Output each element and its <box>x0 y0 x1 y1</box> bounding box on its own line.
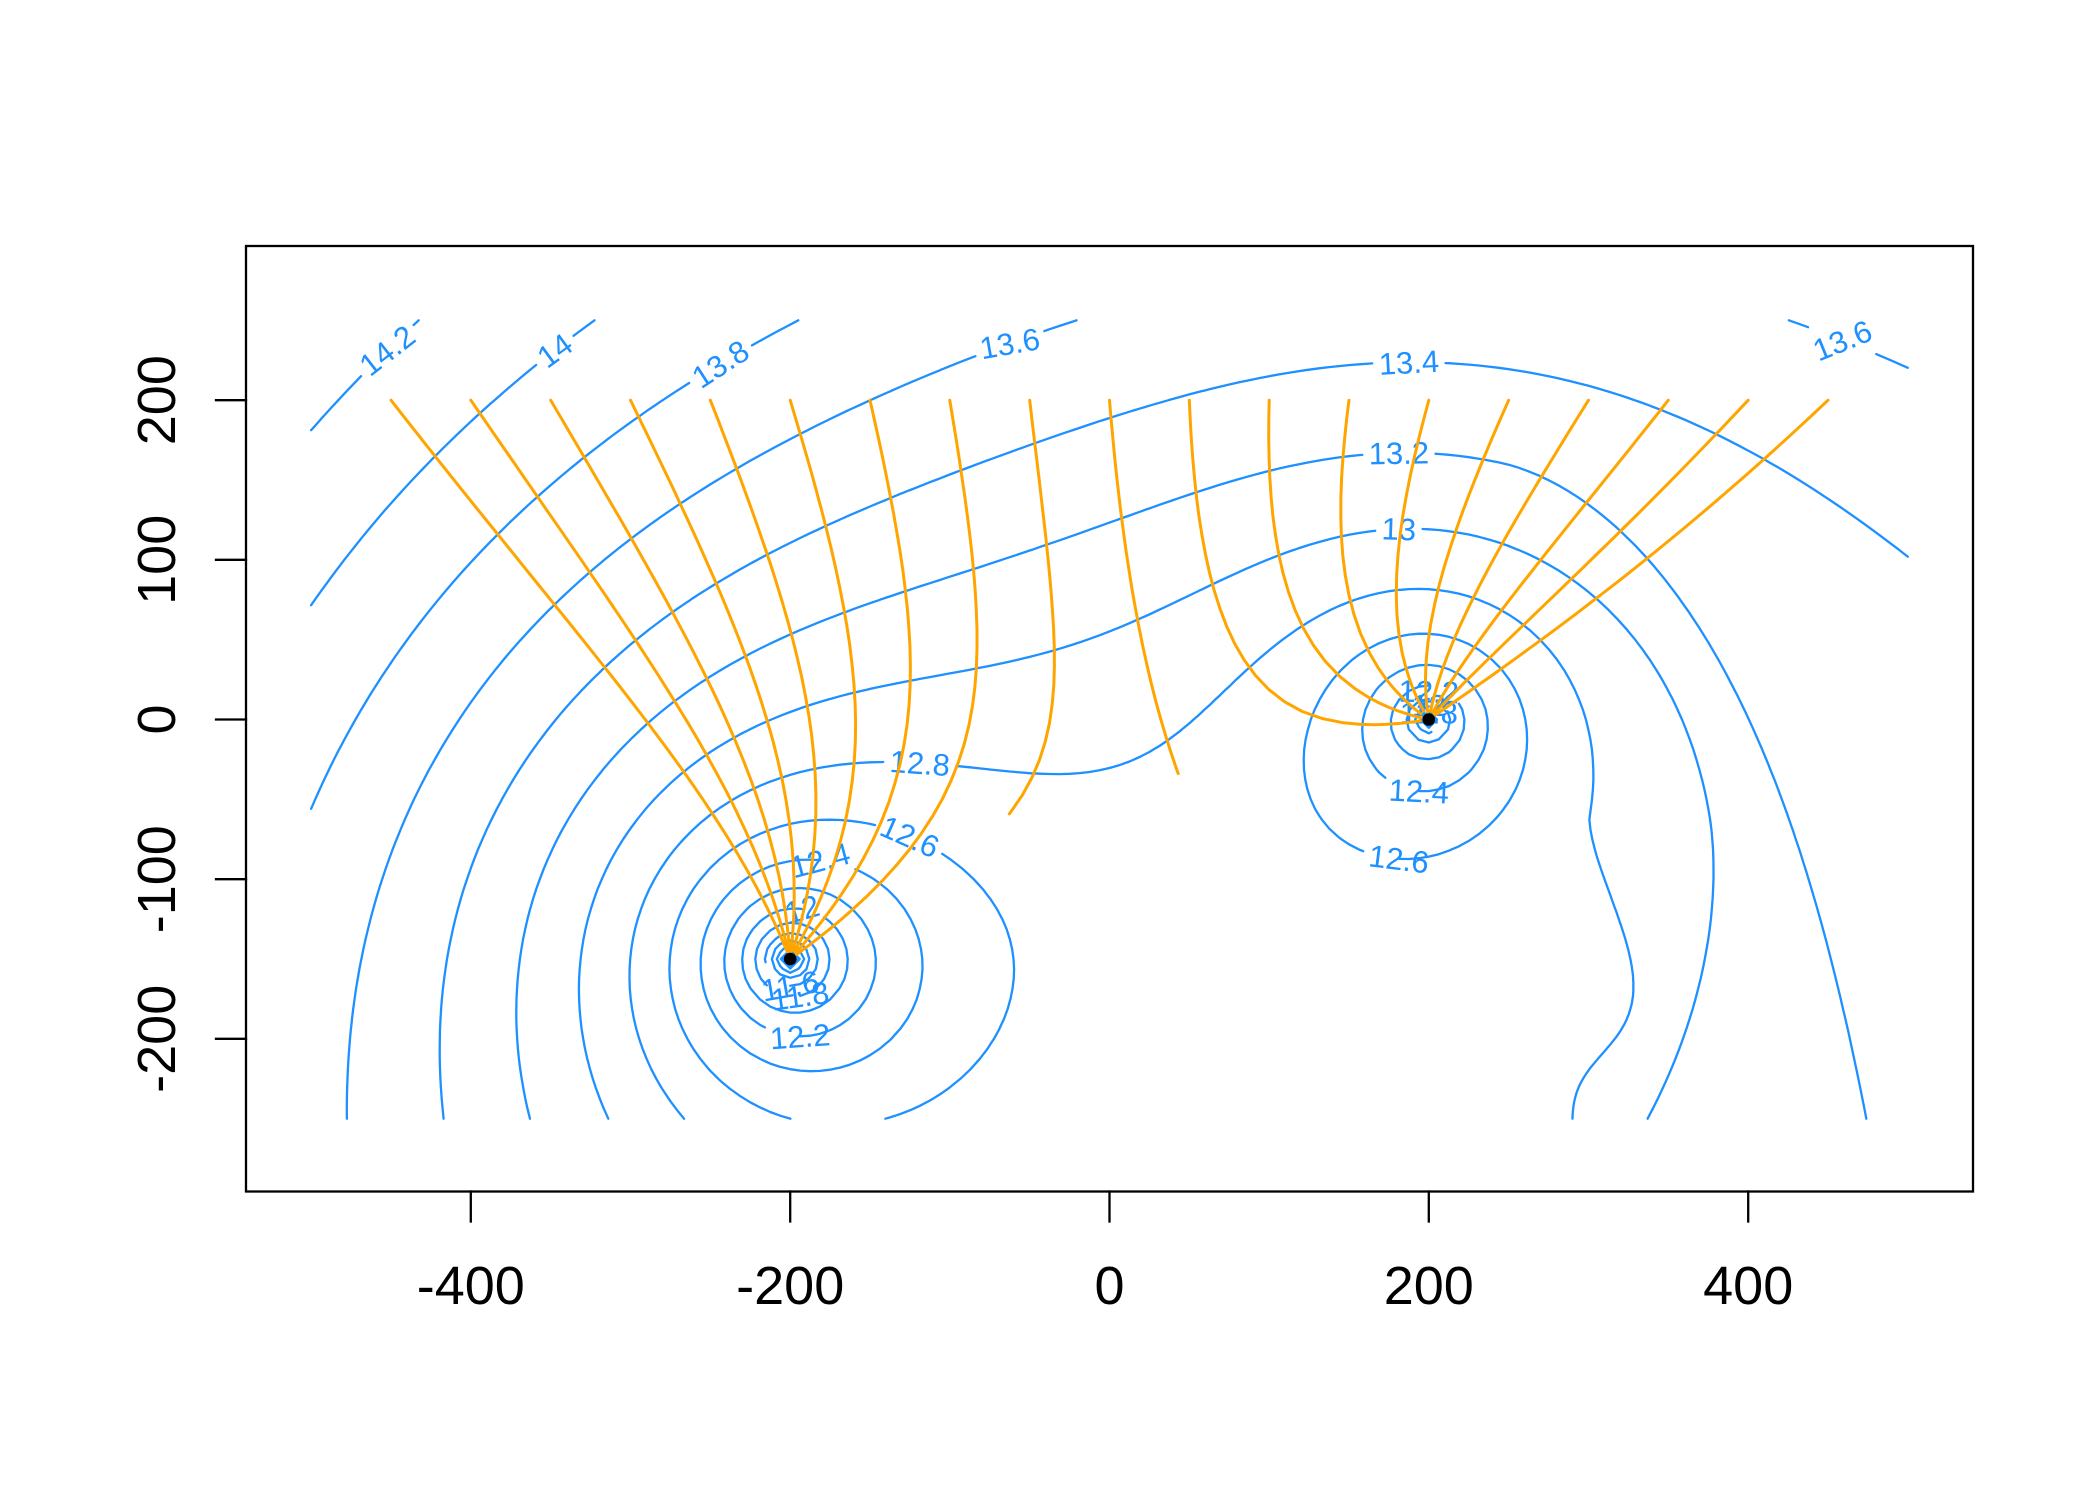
svg-text:200: 200 <box>127 355 187 445</box>
svg-text:13.2: 13.2 <box>1368 435 1429 471</box>
svg-text:12.6: 12.6 <box>1367 838 1431 880</box>
svg-text:0: 0 <box>127 704 187 734</box>
svg-text:12.2: 12.2 <box>769 1017 832 1056</box>
svg-text:13.4: 13.4 <box>1378 344 1440 382</box>
svg-text:-200: -200 <box>127 985 187 1093</box>
svg-text:0: 0 <box>1094 1256 1124 1316</box>
svg-text:-200: -200 <box>736 1256 844 1316</box>
svg-text:400: 400 <box>1703 1256 1793 1316</box>
svg-text:200: 200 <box>1384 1256 1474 1316</box>
svg-text:-400: -400 <box>417 1256 525 1316</box>
svg-text:-100: -100 <box>127 825 187 933</box>
svg-text:100: 100 <box>127 515 187 605</box>
svg-text:12.4: 12.4 <box>1388 773 1450 811</box>
svg-text:11.8: 11.8 <box>769 975 831 1018</box>
